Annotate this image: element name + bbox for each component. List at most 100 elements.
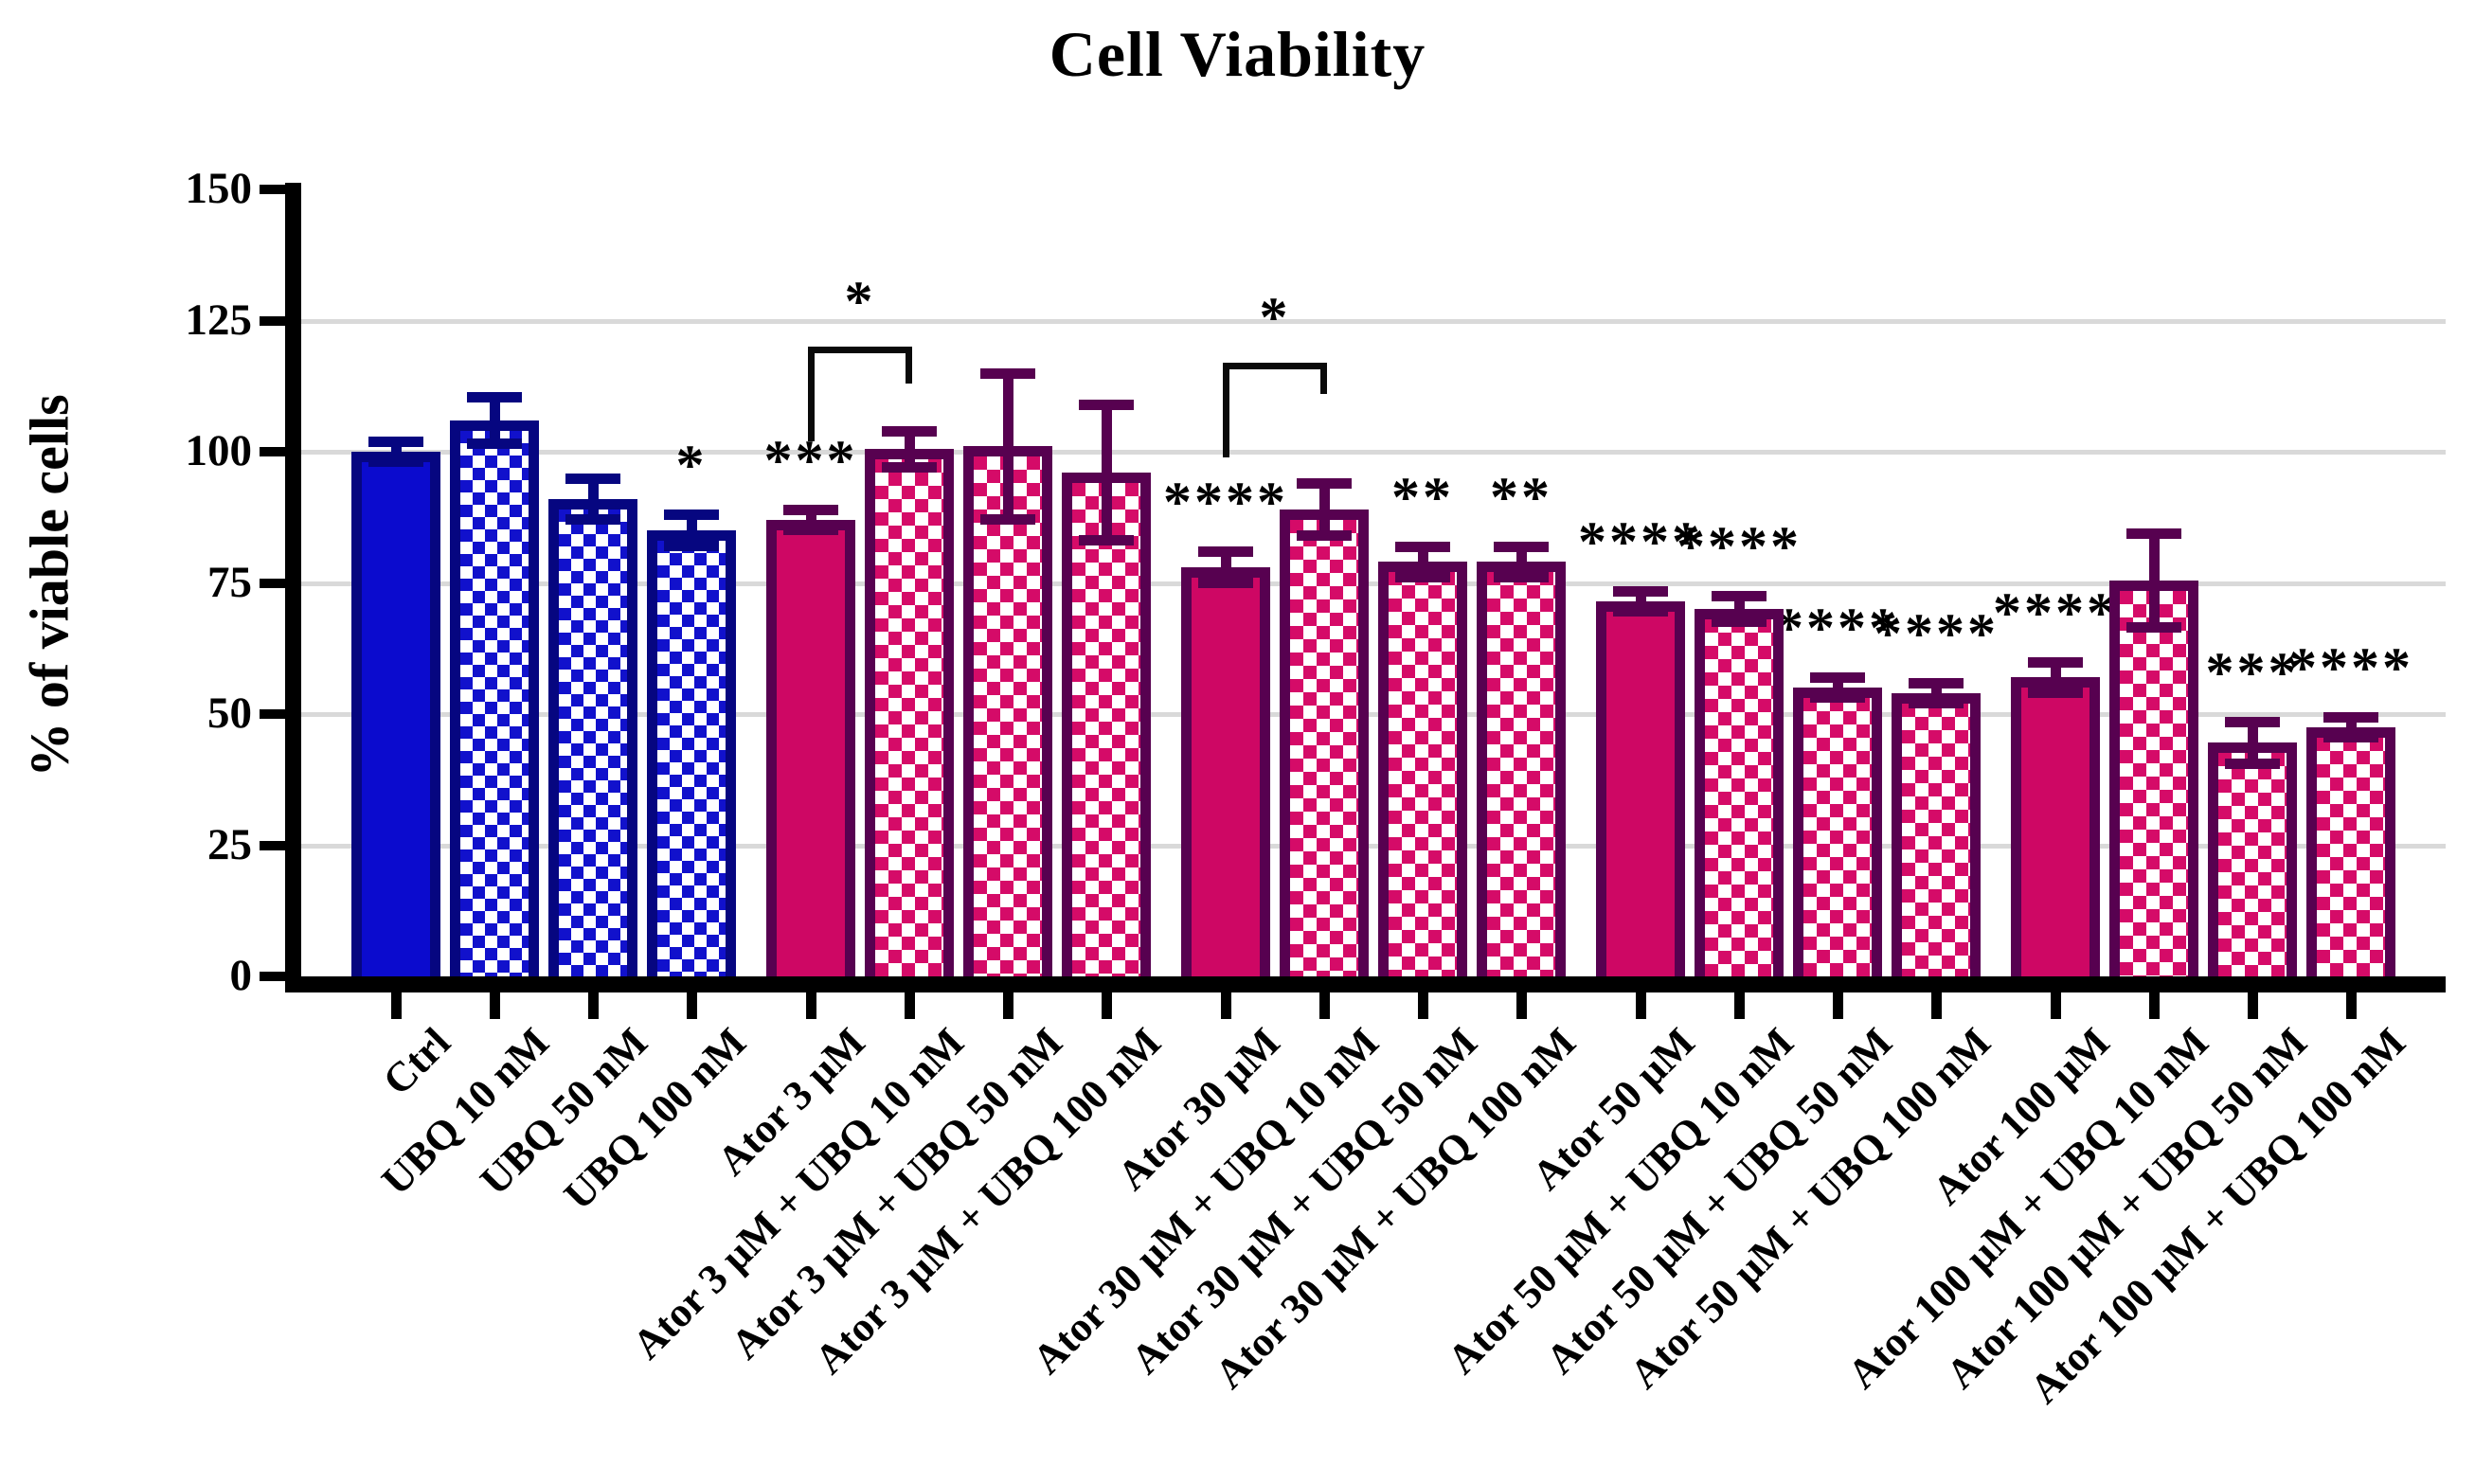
error-bar-cap-top-ctrl: [368, 436, 423, 447]
x-axis: [285, 976, 2446, 992]
y-tick-50: [260, 709, 285, 719]
y-tick-25: [260, 840, 285, 850]
comparison-bracket-1-top: [808, 347, 912, 354]
bar-ator-3-m-ubq-100-nm: [1062, 473, 1151, 984]
sig-label-ator-30-m-ubq-50-nm: **: [1391, 465, 1454, 528]
error-bar-cap-bottom-ator-50-m-ubq-50-nm: [1810, 692, 1865, 704]
bar-ator-100-m: [2011, 677, 2100, 984]
error-bar-cap-bottom-ator-3-m-ubq-10-nm: [882, 461, 937, 473]
sig-label-ator-50-m-ubq-100-nm: ****: [1874, 601, 1999, 665]
x-tick-ator-3-m-ubq-50-nm: [1003, 992, 1013, 1019]
error-bar-cap-top-ubq-50-nm: [565, 473, 620, 484]
error-bar-cap-bottom-ator-30-m-ubq-10-nm: [1297, 529, 1352, 541]
comparison-bracket-1-left-leg: [808, 347, 815, 441]
error-bar-cap-bottom-ator-50-m: [1613, 605, 1668, 617]
y-tick-150: [260, 185, 285, 194]
error-bar-stem-ator-30-m-ubq-100-nm: [1515, 545, 1527, 578]
sig-label-ator-30-m: ****: [1163, 471, 1288, 534]
error-bar-stem-ator-100-m-ubq-10-nm: [2148, 532, 2160, 628]
bar-ator-3-m-ubq-50-nm: [963, 446, 1052, 984]
error-bar-cap-bottom-ctrl: [368, 456, 423, 468]
gridline-100: [301, 450, 2446, 455]
error-bar-cap-top-ubq-100-nm: [664, 510, 719, 521]
y-tick-label-100: 100: [185, 426, 253, 475]
error-bar-stem-ator-30-m: [1220, 551, 1231, 583]
bar-ctrl: [351, 452, 440, 984]
bar-ubq-50-nm: [548, 498, 637, 984]
x-tick-ator-100-m-ubq-50-nm: [2248, 992, 2258, 1019]
error-bar-stem-ator-50-m-ubq-10-nm: [1733, 596, 1745, 623]
bar-ubq-100-nm: [647, 530, 736, 984]
comparison-bracket-1-right-leg: [906, 347, 912, 384]
error-bar-cap-bottom-ator-3-m: [783, 525, 838, 536]
gridline-75: [301, 581, 2446, 586]
x-tick-ator-3-m-ubq-100-nm: [1102, 992, 1112, 1019]
comparison-bracket-2-right-leg: [1320, 362, 1327, 395]
bar-ator-100-m-ubq-100-nm: [2306, 726, 2395, 984]
x-tick-ator-50-m-ubq-100-nm: [1931, 992, 1942, 1019]
error-bar-cap-top-ator-3-m-ubq-100-nm: [1079, 400, 1134, 411]
error-bar-cap-top-ator-3-m-ubq-10-nm: [882, 425, 937, 437]
bar-ator-3-m: [766, 520, 855, 984]
x-tick-ator-50-m-ubq-50-nm: [1833, 992, 1843, 1019]
error-bar-cap-top-ator-100-m-ubq-10-nm: [2126, 527, 2181, 539]
y-tick-label-150: 150: [185, 164, 253, 213]
error-bar-cap-bottom-ator-30-m: [1198, 577, 1253, 588]
x-tick-ator-30-m-ubq-10-nm: [1319, 992, 1330, 1019]
y-tick-75: [260, 578, 285, 588]
error-bar-stem-ator-100-m: [2050, 661, 2061, 693]
error-bar-cap-top-ator-50-m-ubq-10-nm: [1712, 591, 1767, 602]
bar-ator-30-m: [1181, 566, 1270, 984]
error-bar-stem-ator-50-m-ubq-50-nm: [1832, 677, 1843, 699]
x-tick-ator-100-m: [2051, 992, 2061, 1019]
x-tick-ator-30-m-ubq-100-nm: [1516, 992, 1527, 1019]
error-bar-cap-bottom-ator-30-m-ubq-50-nm: [1395, 571, 1450, 582]
error-bar-cap-top-ator-100-m: [2028, 656, 2083, 668]
y-tick-label-125: 125: [185, 295, 253, 345]
bar-ator-3-m-ubq-10-nm: [865, 449, 954, 984]
error-bar-cap-bottom-ator-30-m-ubq-100-nm: [1494, 571, 1549, 582]
x-tick-ubq-10-nm: [490, 992, 500, 1019]
x-tick-ator-50-m: [1636, 992, 1646, 1019]
chart-title: Cell Viability: [1049, 18, 1426, 90]
y-axis-label: % of viable cells: [18, 394, 81, 778]
error-bar-stem-ubq-10-nm: [489, 396, 500, 444]
gridline-50: [301, 712, 2446, 717]
error-bar-cap-bottom-ator-100-m-ubq-100-nm: [2323, 731, 2378, 742]
error-bar-stem-ator-100-m-ubq-50-nm: [2247, 722, 2258, 764]
error-bar-stem-ator-100-m-ubq-100-nm: [2345, 716, 2357, 738]
error-bar-cap-bottom-ator-3-m-ubq-100-nm: [1079, 535, 1134, 546]
error-bar-cap-top-ator-3-m: [783, 504, 838, 515]
error-bar-cap-top-ator-50-m: [1613, 585, 1668, 597]
x-tick-ator-3-m: [806, 992, 816, 1019]
x-tick-ator-3-m-ubq-10-nm: [905, 992, 915, 1019]
error-bar-cap-bottom-ator-100-m-ubq-10-nm: [2126, 621, 2181, 633]
error-bar-cap-top-ator-30-m-ubq-50-nm: [1395, 541, 1450, 552]
error-bar-cap-bottom-ator-100-m: [2028, 687, 2083, 698]
bar-ator-30-m-ubq-100-nm: [1477, 562, 1566, 984]
error-bar-stem-ator-50-m-ubq-100-nm: [1930, 682, 1942, 704]
error-bar-stem-ator-3-m-ubq-10-nm: [904, 430, 915, 468]
x-tick-label-ctrl: Ctrl: [373, 1018, 459, 1104]
error-bar-stem-ator-3-m-ubq-50-nm: [1002, 372, 1013, 520]
x-tick-ctrl: [391, 992, 402, 1019]
bar-ator-30-m-ubq-50-nm: [1378, 562, 1467, 984]
error-bar-stem-ubq-50-nm: [587, 477, 599, 520]
error-bar-cap-top-ator-100-m-ubq-100-nm: [2323, 711, 2378, 723]
y-tick-125: [260, 315, 285, 326]
comparison-bracket-2-label: *: [1259, 285, 1291, 349]
sig-label-ator-100-m-ubq-100-nm: ****: [2288, 635, 2413, 699]
x-tick-ator-30-m-ubq-50-nm: [1418, 992, 1428, 1019]
y-axis: [285, 183, 301, 992]
bar-ator-50-m-ubq-50-nm: [1793, 688, 1882, 984]
error-bar-cap-bottom-ubq-100-nm: [664, 540, 719, 551]
comparison-bracket-2-top: [1223, 362, 1327, 369]
error-bar-stem-ator-30-m-ubq-10-nm: [1318, 483, 1330, 536]
sig-label-ator-100-m: ****: [1993, 581, 2118, 644]
error-bar-cap-top-ubq-10-nm: [467, 391, 522, 402]
error-bar-cap-bottom-ator-50-m-ubq-100-nm: [1909, 697, 1964, 708]
y-tick-0: [260, 972, 285, 981]
y-tick-100: [260, 447, 285, 456]
error-bar-stem-ubq-100-nm: [686, 514, 697, 546]
bar-ator-50-m: [1596, 600, 1685, 984]
